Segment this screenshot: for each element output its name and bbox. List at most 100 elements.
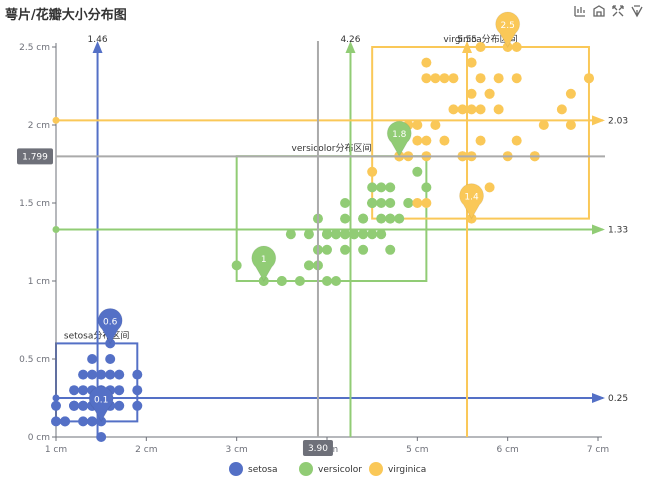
point-setosa[interactable]	[105, 354, 116, 364]
point-virginica[interactable]	[448, 104, 459, 115]
point-virginica[interactable]	[466, 88, 477, 99]
point-setosa[interactable]	[114, 385, 125, 396]
point-virginica[interactable]	[565, 88, 576, 99]
point-virginica[interactable]	[502, 42, 513, 52]
point-versicolor[interactable]	[385, 198, 396, 208]
legend[interactable]: setosa versicolor virginica	[229, 462, 426, 476]
zoom-reset-icon[interactable]	[592, 4, 606, 18]
point-virginica[interactable]	[511, 42, 522, 52]
save-image-icon[interactable]	[630, 4, 644, 18]
point-versicolor[interactable]	[231, 260, 242, 271]
point-virginica[interactable]	[511, 135, 522, 146]
point-setosa[interactable]	[132, 369, 143, 380]
point-virginica[interactable]	[475, 135, 486, 146]
point-virginica[interactable]	[457, 104, 468, 115]
point-setosa[interactable]	[78, 385, 89, 396]
point-versicolor[interactable]	[340, 198, 351, 208]
point-setosa[interactable]	[114, 400, 125, 411]
point-setosa[interactable]	[96, 369, 107, 380]
point-setosa[interactable]	[69, 385, 80, 396]
point-versicolor[interactable]	[340, 213, 351, 224]
point-versicolor[interactable]	[358, 213, 369, 224]
point-setosa[interactable]	[87, 354, 98, 364]
point-versicolor[interactable]	[285, 229, 296, 240]
point-setosa[interactable]	[78, 369, 89, 380]
point-versicolor[interactable]	[276, 276, 287, 286]
point-versicolor[interactable]	[322, 276, 332, 286]
legend-marker-virginica[interactable]	[369, 462, 383, 476]
point-versicolor[interactable]	[403, 198, 414, 208]
point-versicolor[interactable]	[376, 229, 387, 240]
point-virginica[interactable]	[493, 73, 504, 84]
point-virginica[interactable]	[421, 57, 432, 68]
point-virginica[interactable]	[439, 73, 450, 84]
legend-marker-setosa[interactable]	[229, 462, 243, 476]
point-versicolor[interactable]	[385, 182, 396, 193]
point-virginica[interactable]	[511, 73, 522, 84]
point-virginica[interactable]	[484, 182, 495, 193]
point-setosa[interactable]	[96, 432, 107, 442]
point-versicolor[interactable]	[385, 244, 396, 255]
legend-marker-versicolor[interactable]	[299, 462, 313, 476]
restore-icon[interactable]	[611, 4, 625, 18]
point-virginica[interactable]	[430, 120, 441, 130]
point-virginica[interactable]	[475, 73, 486, 84]
point-versicolor[interactable]	[412, 166, 423, 177]
point-versicolor[interactable]	[340, 244, 351, 255]
point-virginica[interactable]	[583, 73, 594, 84]
point-setosa[interactable]	[78, 400, 89, 411]
point-setosa[interactable]	[132, 400, 143, 411]
point-versicolor[interactable]	[349, 229, 360, 240]
point-virginica[interactable]	[493, 104, 504, 115]
point-virginica[interactable]	[538, 120, 549, 130]
point-setosa[interactable]	[69, 400, 80, 411]
data-zoom-icon[interactable]	[573, 4, 587, 18]
point-virginica[interactable]	[565, 120, 576, 130]
point-versicolor[interactable]	[376, 198, 387, 208]
point-virginica[interactable]	[556, 104, 567, 115]
point-virginica[interactable]	[466, 104, 477, 115]
point-versicolor[interactable]	[303, 260, 314, 271]
point-versicolor[interactable]	[303, 229, 314, 240]
point-versicolor[interactable]	[294, 276, 305, 286]
point-virginica[interactable]	[421, 73, 432, 84]
point-virginica[interactable]	[475, 42, 486, 52]
point-virginica[interactable]	[466, 57, 477, 68]
point-versicolor[interactable]	[421, 182, 432, 193]
point-versicolor[interactable]	[367, 198, 378, 208]
point-setosa[interactable]	[114, 369, 125, 380]
pointer-label-x: 3.90	[308, 444, 328, 454]
point-setosa[interactable]	[51, 416, 61, 427]
point-virginica[interactable]	[412, 198, 423, 208]
point-virginica[interactable]	[412, 120, 423, 130]
point-versicolor[interactable]	[322, 229, 332, 240]
point-setosa[interactable]	[60, 416, 71, 427]
point-versicolor[interactable]	[358, 244, 369, 255]
point-virginica[interactable]	[475, 104, 486, 115]
point-virginica[interactable]	[484, 88, 495, 99]
point-virginica[interactable]	[412, 135, 423, 146]
point-versicolor[interactable]	[394, 213, 405, 224]
point-versicolor[interactable]	[322, 244, 332, 255]
point-versicolor[interactable]	[358, 229, 369, 240]
point-versicolor[interactable]	[376, 213, 387, 224]
point-setosa[interactable]	[105, 369, 116, 380]
point-setosa[interactable]	[51, 400, 61, 411]
point-versicolor[interactable]	[376, 182, 387, 193]
point-virginica[interactable]	[367, 166, 378, 177]
point-versicolor[interactable]	[331, 229, 342, 240]
point-virginica[interactable]	[439, 135, 450, 146]
point-setosa[interactable]	[132, 385, 143, 396]
point-setosa[interactable]	[87, 416, 98, 427]
point-virginica[interactable]	[421, 135, 432, 146]
point-virginica[interactable]	[430, 73, 441, 84]
point-versicolor[interactable]	[367, 229, 378, 240]
point-virginica[interactable]	[448, 73, 459, 84]
point-setosa[interactable]	[78, 416, 89, 427]
point-setosa[interactable]	[87, 369, 98, 380]
point-versicolor[interactable]	[385, 213, 396, 224]
point-versicolor[interactable]	[340, 229, 351, 240]
point-versicolor[interactable]	[331, 276, 342, 286]
point-virginica[interactable]	[421, 198, 432, 208]
point-versicolor[interactable]	[367, 182, 378, 193]
